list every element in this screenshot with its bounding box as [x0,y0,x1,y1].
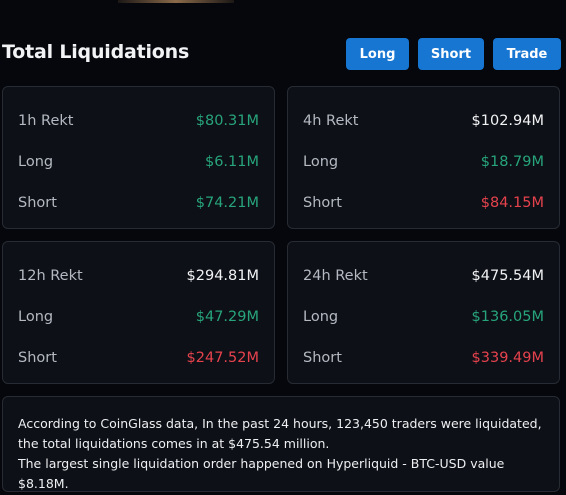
short-value: $74.21M [195,195,259,211]
short-row: Short $74.21M [18,192,259,214]
liquidations-header: Total Liquidations Long Short Trade [0,36,566,72]
top-edge-decoration [118,0,234,3]
period-label: 1h Rekt [18,113,74,129]
short-row: Short $339.49M [303,347,544,369]
liquidation-card-12h: 12h Rekt $294.81M Long $47.29M Short $24… [2,241,275,384]
short-row: Short $247.52M [18,347,259,369]
long-value: $47.29M [195,309,259,325]
period-label: 24h Rekt [303,268,368,284]
total-row: 4h Rekt $102.94M [303,110,544,132]
liquidation-card-24h: 24h Rekt $475.54M Long $136.05M Short $3… [287,241,560,384]
short-button[interactable]: Short [418,38,484,70]
total-row: 24h Rekt $475.54M [303,265,544,287]
total-row: 1h Rekt $80.31M [18,110,259,132]
short-value: $339.49M [471,350,544,366]
total-value: $80.31M [195,113,259,129]
long-button[interactable]: Long [346,38,409,70]
short-label: Short [18,195,57,211]
long-row: Long $18.79M [303,151,544,173]
summary-line-1: According to CoinGlass data, In the past… [18,416,542,451]
short-label: Short [18,350,57,366]
period-label: 12h Rekt [18,268,83,284]
long-row: Long $136.05M [303,306,544,328]
summary-line-2: The largest single liquidation order hap… [18,456,505,491]
short-row: Short $84.15M [303,192,544,214]
liquidation-card-4h: 4h Rekt $102.94M Long $18.79M Short $84.… [287,86,560,229]
long-row: Long $47.29M [18,306,259,328]
long-label: Long [303,154,339,170]
short-value: $247.52M [186,350,259,366]
long-value: $18.79M [480,154,544,170]
liquidation-card-1h: 1h Rekt $80.31M Long $6.11M Short $74.21… [2,86,275,229]
total-row: 12h Rekt $294.81M [18,265,259,287]
long-value: $6.11M [204,154,259,170]
short-label: Short [303,195,342,211]
long-label: Long [18,154,54,170]
page-title: Total Liquidations [2,41,190,63]
long-row: Long $6.11M [18,151,259,173]
short-label: Short [303,350,342,366]
short-value: $84.15M [480,195,544,211]
long-value: $136.05M [471,309,544,325]
total-value: $294.81M [186,268,259,284]
long-label: Long [18,309,54,325]
liquidation-summary: According to CoinGlass data, In the past… [2,396,560,492]
total-value: $102.94M [471,113,544,129]
total-value: $475.54M [471,268,544,284]
trade-button[interactable]: Trade [493,38,561,70]
period-label: 4h Rekt [303,113,359,129]
long-label: Long [303,309,339,325]
